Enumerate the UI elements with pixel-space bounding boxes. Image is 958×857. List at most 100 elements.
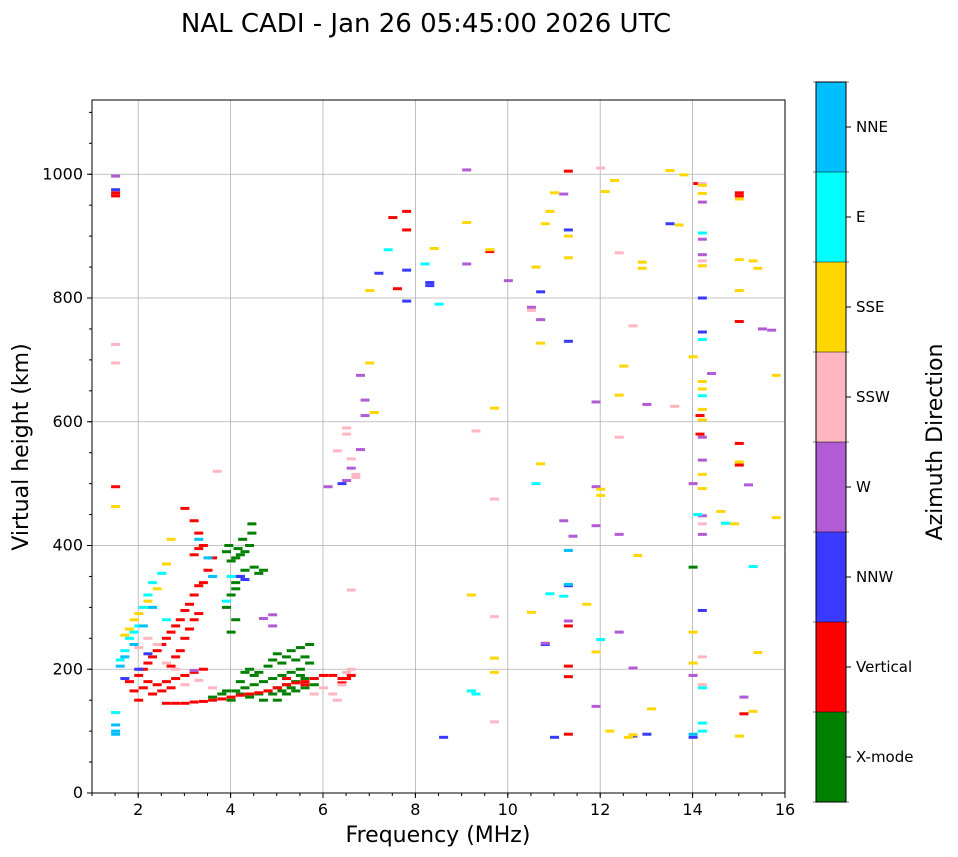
echo-point <box>138 605 148 609</box>
echo-point <box>679 173 689 177</box>
echo-point <box>665 169 675 173</box>
echo-point <box>734 463 744 467</box>
echo-point <box>231 587 241 591</box>
echo-point <box>166 664 176 668</box>
echo-point <box>734 320 744 324</box>
echo-point <box>337 681 347 685</box>
echo-point <box>716 509 726 513</box>
echo-point <box>171 701 181 705</box>
echo-point <box>633 553 643 557</box>
echo-point <box>231 581 241 585</box>
echo-point <box>166 630 176 634</box>
colorbar-tick-label: NNE <box>856 118 888 136</box>
echo-point <box>591 650 601 654</box>
echo-point <box>300 655 310 659</box>
echo-point <box>240 670 250 674</box>
echo-point <box>360 398 370 402</box>
echo-point <box>383 248 393 252</box>
echo-point <box>152 587 162 591</box>
echo-point <box>753 266 763 270</box>
colorbar-segment <box>816 352 846 442</box>
echo-point <box>134 612 144 616</box>
echo-point <box>129 643 139 646</box>
echo-point <box>152 643 162 646</box>
echo-point <box>277 689 287 693</box>
echo-point <box>707 371 717 375</box>
echo-point <box>688 565 698 569</box>
echo-point <box>157 571 167 575</box>
echo-point <box>286 670 296 674</box>
echo-point <box>171 667 181 671</box>
echo-point <box>489 656 499 660</box>
echo-point <box>115 658 125 662</box>
echo-point <box>628 666 638 670</box>
colorbar-tick-label: SSE <box>856 298 885 316</box>
echo-point <box>342 479 352 483</box>
echo-point <box>489 497 499 501</box>
echo-point <box>120 655 130 659</box>
echo-point <box>559 192 569 196</box>
x-tick-label: 4 <box>226 800 236 819</box>
echo-point <box>282 683 292 687</box>
echo-point <box>365 361 375 365</box>
echo-point <box>245 667 255 671</box>
echo-point <box>291 681 301 685</box>
echo-point <box>734 734 744 738</box>
echo-point <box>226 695 236 699</box>
echo-point <box>563 256 573 260</box>
echo-point <box>596 638 606 642</box>
colorbar-tick-label: SSW <box>856 388 890 406</box>
echo-point <box>559 594 569 598</box>
echo-point <box>161 680 171 684</box>
echo-point <box>143 599 153 603</box>
echo-point <box>148 692 158 696</box>
y-tick-label: 1000 <box>42 164 83 183</box>
echo-point <box>697 522 707 526</box>
echo-point <box>235 553 245 557</box>
echo-point <box>697 237 707 241</box>
echo-point <box>734 197 744 201</box>
echo-point <box>526 610 536 614</box>
echo-point <box>767 328 777 332</box>
echo-point <box>429 247 439 250</box>
echo-point <box>536 462 546 466</box>
echo-point <box>402 268 412 272</box>
echo-point <box>180 608 190 612</box>
echo-point <box>471 429 481 433</box>
colorbar-frame <box>815 81 847 803</box>
echo-point <box>258 680 268 684</box>
echo-point <box>695 432 705 436</box>
echo-point <box>614 435 624 439</box>
colorbar-label: Azimuth Direction <box>923 343 948 540</box>
echo-point <box>194 531 204 535</box>
echo-point <box>111 174 121 178</box>
echo-point <box>138 686 148 690</box>
echo-point <box>134 698 144 702</box>
echo-point <box>120 677 130 681</box>
echo-point <box>175 649 185 653</box>
echo-point <box>697 407 707 411</box>
echo-point <box>503 279 513 283</box>
colorbar-tick-label: E <box>856 208 865 226</box>
echo-point <box>697 532 707 536</box>
echo-point <box>231 618 241 622</box>
echo-point <box>272 698 282 702</box>
echo-point <box>180 673 190 677</box>
echo-point <box>697 337 707 341</box>
echo-point <box>434 302 444 306</box>
echo-point <box>688 735 698 739</box>
echo-point <box>282 692 292 696</box>
echo-point <box>180 701 190 705</box>
echo-point <box>148 605 158 609</box>
echo-point <box>688 732 698 736</box>
echo-point <box>351 475 361 479</box>
echo-point <box>152 683 162 687</box>
plot-area <box>92 100 785 793</box>
echo-point <box>143 661 153 665</box>
echo-point <box>563 624 573 628</box>
echo-point <box>134 646 144 650</box>
colorbar-segment <box>816 532 846 622</box>
echo-point <box>208 556 218 560</box>
echo-point <box>157 689 167 693</box>
echo-point <box>247 531 257 535</box>
